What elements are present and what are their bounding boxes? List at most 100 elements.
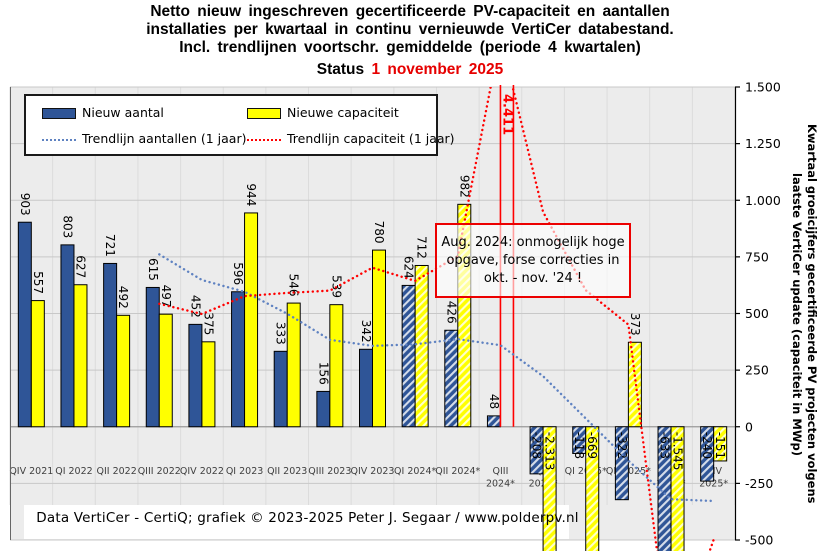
bar-value-label: -151	[713, 432, 727, 459]
bar-value-label: 721	[103, 234, 117, 257]
bar-value-label: -633	[658, 432, 672, 459]
x-axis-label: QI 2024*	[394, 466, 436, 477]
bar-value-label: 48	[487, 394, 501, 409]
bar	[158, 313, 173, 428]
bar	[486, 415, 501, 428]
bar-value-label: 780	[372, 221, 386, 244]
bar	[17, 221, 32, 428]
status-date: 1 november 2025	[371, 61, 504, 78]
x-axis-label: 2025*	[699, 479, 728, 490]
bar	[145, 286, 160, 428]
bar	[614, 426, 629, 501]
bar	[359, 348, 373, 428]
bar-value-label: 342	[359, 320, 373, 343]
bar-value-label: 156	[316, 362, 330, 385]
status-label: Status	[316, 61, 365, 78]
bar-value-label: -240	[700, 432, 714, 459]
bar	[231, 291, 246, 428]
bar-value-label: 803	[60, 215, 74, 238]
y-axis-tick-label: -250	[745, 476, 773, 491]
bar	[116, 314, 131, 428]
bar-value-label: 492	[116, 286, 130, 309]
bar	[585, 426, 600, 551]
y-axis-tick-label: 1.500	[745, 80, 781, 95]
x-axis-label: QI 2022	[55, 466, 92, 477]
bar-value-label: 546	[287, 274, 301, 297]
bar	[627, 341, 642, 428]
x-axis-label: QIV 2023	[351, 466, 395, 477]
bar-value-label: 497	[159, 285, 173, 308]
bar	[414, 264, 429, 428]
chart-legend: Nieuw aantal Nieuwe capaciteit Trendlijn…	[24, 94, 455, 156]
bar-value-label: 615	[146, 258, 160, 281]
bar	[401, 284, 416, 428]
bar	[329, 304, 344, 428]
y-axis-tick-label: 250	[745, 363, 769, 378]
bar	[30, 300, 45, 428]
x-axis-label: QII 2024*	[435, 466, 480, 477]
legend-sample-trendlijn-aantallen	[42, 139, 76, 141]
bar-value-label: -669	[585, 432, 599, 459]
bar-value-label: 982	[457, 175, 471, 198]
legend-swatch-nieuw-aantal	[42, 108, 76, 119]
bar	[670, 426, 685, 551]
legend-label-nieuw-aantal: Nieuw aantal	[82, 105, 164, 120]
bar	[372, 249, 386, 428]
bar-value-label: 624	[402, 256, 416, 279]
bar	[444, 329, 459, 428]
y-axis-tick-label: -500	[745, 533, 773, 548]
chart-title: Netto nieuw ingeschreven gecertificeerde…	[146, 3, 674, 56]
legend-sample-trendlijn-capaciteit	[247, 139, 281, 141]
bar	[188, 323, 203, 428]
legend-swatch-nieuwe-capaciteit	[247, 108, 281, 119]
bar-value-label: -208	[530, 432, 544, 459]
bar	[60, 244, 75, 428]
bar	[73, 284, 88, 428]
x-axis-label: QIII	[492, 466, 508, 477]
y-axis-tick-label: 0	[745, 419, 753, 434]
status-line: Status 1 november 2025	[0, 61, 820, 79]
bar-value-label: -118	[572, 432, 586, 459]
bar	[542, 426, 557, 551]
bar	[713, 426, 728, 462]
y-axis-tick-label: 500	[745, 306, 769, 321]
legend-label-nieuwe-capaciteit: Nieuwe capaciteit	[287, 105, 399, 120]
bar-value-label: 373	[628, 313, 642, 336]
bar-value-label: 557	[31, 271, 45, 294]
bar-value-label: 712	[415, 236, 429, 259]
legend-label-trendlijn-capaciteit: Trendlijn capaciteit (1 jaar)	[287, 131, 455, 146]
bar-value-label: -2.313	[543, 432, 557, 471]
y-axis-tick-label: 750	[745, 249, 769, 264]
x-axis-label: QIII 2023	[308, 466, 351, 477]
y-axis-tick-label: 1.000	[745, 193, 781, 208]
y-axis-tick-label: 1.250	[745, 136, 781, 151]
legend-label-trendlijn-aantallen: Trendlijn aantallen (1 jaar)	[82, 131, 247, 146]
bar-value-label: 426	[444, 301, 458, 324]
bar-value-label: -1.545	[671, 432, 685, 471]
bar-value-label: 944	[244, 183, 258, 206]
bar	[316, 390, 331, 428]
x-axis-label: QIV 2022	[180, 466, 224, 477]
annotation-box: Aug. 2024: onmogelijk hoge opgave, forse…	[435, 223, 631, 298]
bar-value-label: 4.411	[499, 94, 514, 135]
x-axis-label: QII 2022	[96, 466, 136, 477]
y-axis-title: Kwartaal groeicijfers gecertificeerde PV…	[790, 124, 819, 504]
x-axis-label: QIII 2022	[138, 466, 181, 477]
bar	[201, 341, 216, 428]
bar-value-label: 903	[18, 193, 32, 216]
x-axis-label: QI 2023	[226, 466, 263, 477]
x-axis-label: QII 2023	[267, 466, 307, 477]
footer-backdrop	[24, 505, 569, 539]
bar-value-label: 596	[231, 262, 245, 285]
x-axis-label: QIV 2021	[9, 466, 53, 477]
x-axis-label: 2024*	[486, 479, 515, 490]
bar-value-label: 375	[201, 312, 215, 335]
bar	[103, 262, 118, 428]
bar-value-label: 627	[73, 255, 87, 278]
bar	[244, 212, 259, 428]
bar	[286, 302, 301, 428]
bar	[273, 350, 288, 428]
footer-credit: Data VertiCer - CertiQ; grafiek © 2023-2…	[36, 510, 579, 526]
